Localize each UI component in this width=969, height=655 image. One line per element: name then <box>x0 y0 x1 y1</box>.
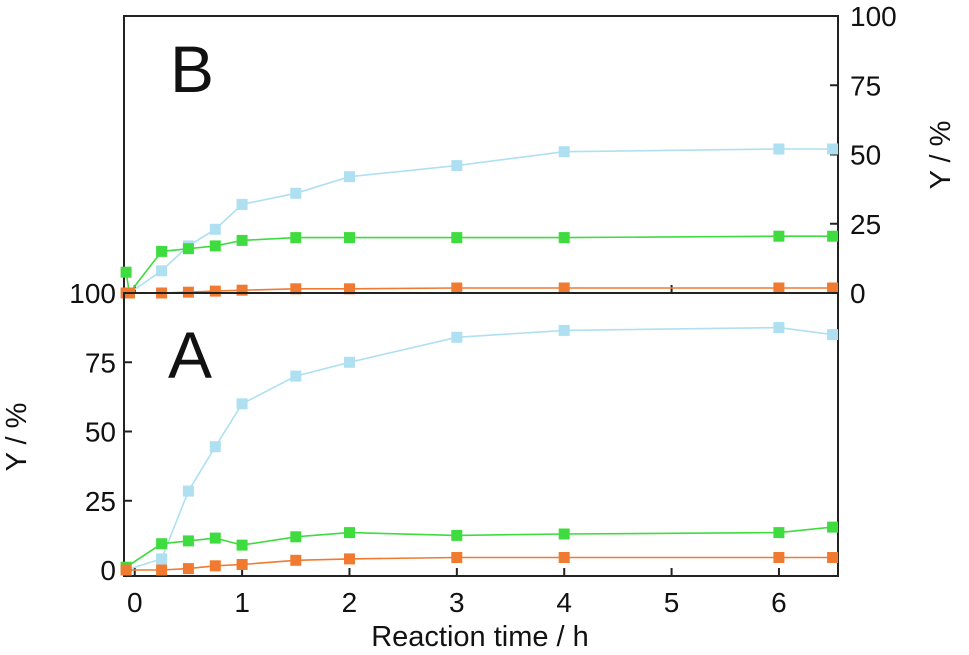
panel-a-series-1-point <box>827 329 839 341</box>
panel-b-series-2-point <box>344 232 355 244</box>
panel-a-series-3-point <box>120 564 132 576</box>
panel-a-series-2-point <box>558 528 570 540</box>
panel-a-series-3-point <box>827 552 839 563</box>
panel-b-series-2-point <box>156 245 168 257</box>
panel-a-label: A <box>168 318 212 392</box>
panel-a-series-2-point <box>236 539 248 551</box>
panel-a-series-2-point <box>827 521 839 533</box>
panel-b-series <box>120 143 839 299</box>
panel-b-series-3-point <box>827 282 839 294</box>
panel-a-series-3-point <box>290 554 302 566</box>
panel-b-series-2-point <box>558 232 570 244</box>
panel-a-xtick-label: 2 <box>342 587 358 618</box>
panel-b-series-1-point <box>451 160 463 172</box>
panel-a: A Y / % Reaction time / h 0 25 50 75 100 0 1 2 3… <box>1 278 839 653</box>
panel-b: B Y / % 0 25 50 75 100 <box>120 1 957 309</box>
panel-a-series-1-point <box>290 370 302 382</box>
panel-a-series-1-point <box>182 485 194 497</box>
panel-a-series-2-point <box>773 527 785 539</box>
panel-a-ylabel: Y / % <box>1 403 33 472</box>
panel-a-series-3-point <box>156 564 168 576</box>
panel-b-ytick-label: 0 <box>850 278 866 309</box>
panel-b-series-1-point <box>558 146 570 158</box>
panel-a-series-2-point <box>156 538 168 550</box>
panel-b-series-1-point <box>290 187 302 199</box>
panel-b-series-line-1 <box>126 148 833 294</box>
panel-b-ytick-label: 100 <box>850 1 897 32</box>
panel-a-series-2-point <box>209 532 221 544</box>
panel-b-series-3-point <box>290 283 302 295</box>
panel-b-series-2-point <box>827 230 839 242</box>
panel-b-series-3-point <box>773 282 785 294</box>
x-axis-label: Reaction time / h <box>371 621 589 653</box>
panel-a-xtick-label: 1 <box>234 587 250 618</box>
panel-a-series-3-point <box>182 563 194 575</box>
panel-a-ytick-label: 75 <box>85 347 116 378</box>
panel-a-series-line-2 <box>125 526 833 568</box>
panel-a-series-3-point <box>236 559 248 570</box>
panel-a-series-3-point <box>773 552 785 563</box>
panel-a-series-2-point <box>451 529 463 541</box>
panel-a-series-3-point <box>558 552 570 563</box>
panel-a-xtick-label: 4 <box>556 587 572 618</box>
panel-b-axis: 0 25 50 75 100 <box>133 1 897 309</box>
panel-b-series-1-point <box>827 143 839 155</box>
panel-b-ytick-label: 25 <box>850 209 881 240</box>
panel-a-xtick-label: 3 <box>449 587 465 618</box>
panel-a-ytick-label: 100 <box>69 278 116 309</box>
panel-a-series-1-point <box>156 553 168 565</box>
panel-b-series-1-point <box>236 198 248 210</box>
panel-b-series-3-point <box>451 282 463 294</box>
panel-b-ylabel: Y / % <box>925 121 957 190</box>
panel-a-xtick-label: 5 <box>664 587 680 618</box>
panel-b-series-2-point <box>290 232 302 244</box>
panel-b-frame <box>123 15 839 294</box>
panel-a-series-1-point <box>773 322 785 334</box>
panel-a-axis: 0 25 50 75 100 0 1 2 3 4 5 6 <box>69 278 786 618</box>
panel-a-frame <box>123 292 839 577</box>
panel-a-ytick-label: 0 <box>100 555 116 586</box>
panel-b-series-3-point <box>558 282 570 294</box>
panel-a-ytick-label: 50 <box>85 417 116 448</box>
panel-b-series-2-point <box>209 240 221 252</box>
panel-a-series-1-point <box>236 398 248 410</box>
panel-b-ytick-label: 75 <box>850 70 881 101</box>
panel-b-ytick-label: 50 <box>850 140 881 171</box>
panel-b-series-2-point <box>451 232 463 244</box>
panel-a-ytick-label: 25 <box>85 486 116 517</box>
panel-b-label: B <box>170 32 214 106</box>
panel-a-series-2-point <box>290 531 302 543</box>
panel-b-series-3-point <box>236 284 248 296</box>
panel-a-series-1-point <box>451 331 463 343</box>
panel-a-series-3-point <box>451 552 463 563</box>
panel-b-series-2-point <box>773 230 785 242</box>
panel-a-xtick-label: 0 <box>127 587 143 618</box>
panel-a-xtick-label: 6 <box>771 587 787 618</box>
panel-a-series-2-point <box>182 535 194 547</box>
panel-a-series-2-point <box>344 527 355 539</box>
panel-b-series-2-point <box>120 266 132 278</box>
panel-b-series-1-point <box>773 143 785 155</box>
panel-a-series-3-point <box>344 553 355 565</box>
panel-a-series-1-point <box>209 441 221 453</box>
panel-a-series-3-point <box>209 560 221 572</box>
panel-b-series-1-point <box>156 265 168 277</box>
panel-a-series-1-point <box>344 356 355 368</box>
panel-b-series-2-point <box>236 234 248 246</box>
panel-b-series-1-point <box>344 171 355 183</box>
panel-a-series-1-point <box>558 324 570 336</box>
panel-a-series-line-3 <box>126 556 833 571</box>
panel-b-series-1-point <box>209 223 221 235</box>
panel-b-series-3-point <box>344 283 355 295</box>
panel-b-series-2-point <box>182 243 194 255</box>
panel-a-series <box>120 322 839 576</box>
panel-b-series-line-2 <box>125 235 833 295</box>
panel-b-series-3-point <box>209 285 221 297</box>
